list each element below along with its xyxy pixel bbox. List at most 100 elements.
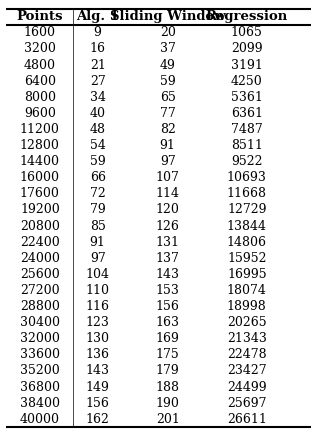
Text: 169: 169: [156, 332, 179, 345]
Text: 25697: 25697: [227, 397, 267, 410]
Text: 82: 82: [160, 123, 176, 136]
Text: 22400: 22400: [20, 235, 60, 249]
Text: 97: 97: [160, 155, 176, 168]
Text: 79: 79: [90, 204, 106, 216]
Text: 175: 175: [156, 348, 179, 361]
Text: Alg. 1: Alg. 1: [76, 10, 119, 23]
Text: 32000: 32000: [20, 332, 60, 345]
Text: 20800: 20800: [20, 220, 60, 232]
Text: 21: 21: [90, 58, 106, 72]
Text: 20: 20: [160, 26, 176, 39]
Text: 190: 190: [156, 397, 179, 410]
Text: Sliding Window: Sliding Window: [110, 10, 225, 23]
Text: 25600: 25600: [20, 268, 60, 281]
Text: 27: 27: [90, 75, 106, 88]
Text: 5361: 5361: [231, 91, 263, 104]
Text: 1600: 1600: [24, 26, 56, 39]
Text: 110: 110: [86, 284, 110, 297]
Text: 18998: 18998: [227, 300, 267, 313]
Text: 38400: 38400: [20, 397, 60, 410]
Text: 40: 40: [90, 107, 106, 120]
Text: 14806: 14806: [227, 235, 267, 249]
Text: 9: 9: [94, 26, 101, 39]
Text: 27200: 27200: [20, 284, 60, 297]
Text: 3200: 3200: [24, 42, 56, 55]
Text: 131: 131: [156, 235, 180, 249]
Text: 35200: 35200: [20, 364, 60, 378]
Text: 22478: 22478: [227, 348, 267, 361]
Text: 4250: 4250: [231, 75, 262, 88]
Text: 12729: 12729: [227, 204, 267, 216]
Text: 153: 153: [156, 284, 179, 297]
Text: 201: 201: [156, 413, 179, 426]
Text: 16000: 16000: [20, 171, 60, 184]
Text: 36800: 36800: [20, 381, 60, 394]
Text: 54: 54: [90, 139, 106, 152]
Text: 34: 34: [90, 91, 106, 104]
Text: 65: 65: [160, 91, 176, 104]
Text: 21343: 21343: [227, 332, 267, 345]
Text: 130: 130: [86, 332, 110, 345]
Text: 23427: 23427: [227, 364, 267, 378]
Text: 9600: 9600: [24, 107, 56, 120]
Text: 114: 114: [156, 187, 180, 201]
Text: 149: 149: [86, 381, 110, 394]
Text: 13844: 13844: [227, 220, 267, 232]
Text: 188: 188: [156, 381, 180, 394]
Text: 37: 37: [160, 42, 176, 55]
Text: 28800: 28800: [20, 300, 60, 313]
Text: 16: 16: [90, 42, 106, 55]
Text: 19200: 19200: [20, 204, 60, 216]
Text: 123: 123: [86, 316, 110, 329]
Text: 20265: 20265: [227, 316, 267, 329]
Text: Regression: Regression: [206, 10, 288, 23]
Text: 6361: 6361: [231, 107, 263, 120]
Text: 77: 77: [160, 107, 176, 120]
Text: 7487: 7487: [231, 123, 262, 136]
Text: 116: 116: [86, 300, 110, 313]
Text: 162: 162: [86, 413, 110, 426]
Text: 11200: 11200: [20, 123, 60, 136]
Text: 59: 59: [90, 155, 106, 168]
Text: 15952: 15952: [227, 252, 267, 265]
Text: 104: 104: [86, 268, 110, 281]
Text: 143: 143: [86, 364, 110, 378]
Text: 1065: 1065: [231, 26, 263, 39]
Text: 179: 179: [156, 364, 179, 378]
Text: 59: 59: [160, 75, 176, 88]
Text: 72: 72: [90, 187, 106, 201]
Text: 26611: 26611: [227, 413, 267, 426]
Text: 9522: 9522: [231, 155, 262, 168]
Text: 156: 156: [86, 397, 110, 410]
Text: 3191: 3191: [231, 58, 263, 72]
Text: 2099: 2099: [231, 42, 262, 55]
Text: 16995: 16995: [227, 268, 267, 281]
Text: 91: 91: [90, 235, 106, 249]
Text: 12800: 12800: [20, 139, 60, 152]
Text: 40000: 40000: [20, 413, 60, 426]
Text: 49: 49: [160, 58, 176, 72]
Text: 24499: 24499: [227, 381, 267, 394]
Text: 143: 143: [156, 268, 180, 281]
Text: 85: 85: [90, 220, 106, 232]
Text: 136: 136: [86, 348, 110, 361]
Text: 97: 97: [90, 252, 106, 265]
Text: 8511: 8511: [231, 139, 263, 152]
Text: 107: 107: [156, 171, 179, 184]
Text: 120: 120: [156, 204, 179, 216]
Text: 8000: 8000: [24, 91, 56, 104]
Text: 18074: 18074: [227, 284, 267, 297]
Text: 4800: 4800: [24, 58, 56, 72]
Text: 24000: 24000: [20, 252, 60, 265]
Text: 91: 91: [160, 139, 176, 152]
Text: 33600: 33600: [20, 348, 60, 361]
Text: Points: Points: [16, 10, 63, 23]
Text: 126: 126: [156, 220, 179, 232]
Text: 17600: 17600: [20, 187, 60, 201]
Text: 66: 66: [90, 171, 106, 184]
Text: 163: 163: [156, 316, 180, 329]
Text: 30400: 30400: [20, 316, 60, 329]
Text: 14400: 14400: [20, 155, 60, 168]
Text: 156: 156: [156, 300, 179, 313]
Text: 6400: 6400: [24, 75, 56, 88]
